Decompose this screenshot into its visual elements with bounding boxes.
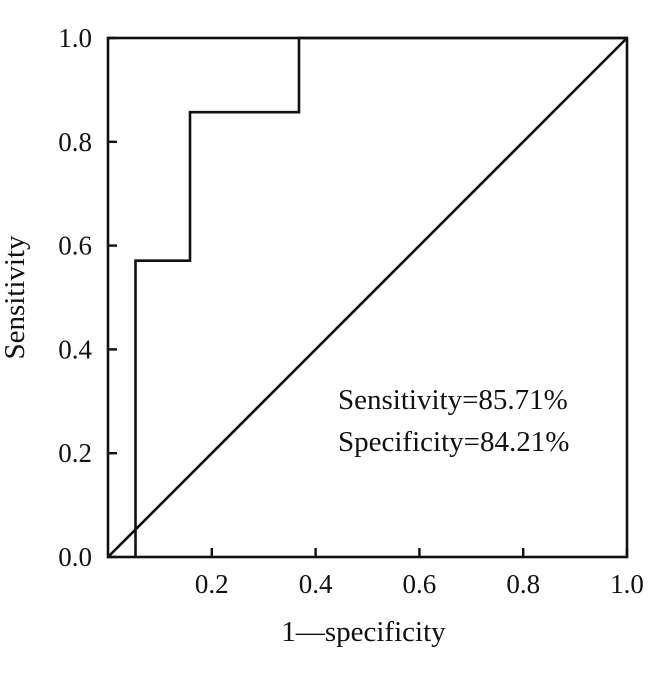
tick-layer xyxy=(108,36,629,559)
y-tick-label: 0.2 xyxy=(58,438,92,468)
x-tick-label: 0.8 xyxy=(506,569,540,599)
specificity-annotation: Specificity=84.21% xyxy=(338,426,569,458)
text-layer: 0.2 0.4 0.6 0.8 1.0 0.0 0.2 0.4 0.6 0.8 1.0 1—speci… xyxy=(0,23,644,648)
y-tick-label: 0.6 xyxy=(58,231,92,261)
y-axis-label: Sensitivity xyxy=(0,235,31,360)
reference-diagonal xyxy=(107,37,628,558)
x-tick-label: 0.2 xyxy=(195,569,229,599)
x-tick-label: 0.4 xyxy=(299,569,333,599)
roc-curve xyxy=(134,36,627,557)
sensitivity-annotation: Sensitivity=85.71% xyxy=(338,384,568,416)
x-axis-label: 1—specificity xyxy=(281,616,446,648)
y-tick-label: 0.0 xyxy=(58,542,92,572)
x-tick-label: 0.6 xyxy=(403,569,437,599)
y-tick-label: 0.8 xyxy=(58,127,92,157)
y-tick-label: 0.4 xyxy=(58,334,92,364)
plot-layer xyxy=(106,36,629,559)
y-tick-label: 1.0 xyxy=(58,23,92,53)
x-tick-label: 1.0 xyxy=(610,569,644,599)
